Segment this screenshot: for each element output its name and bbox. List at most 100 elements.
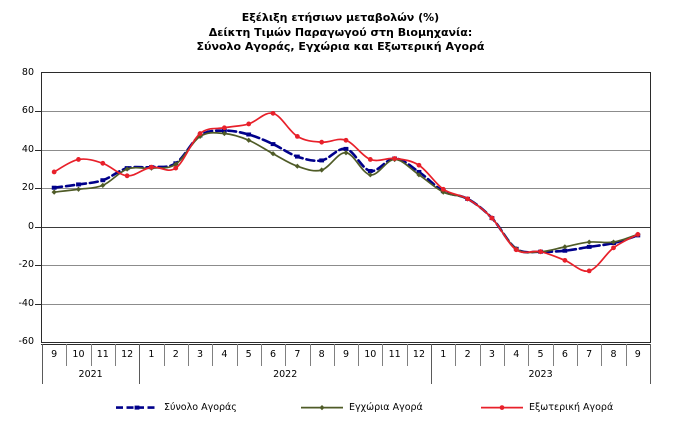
data-point-marker [562, 248, 568, 253]
x-band [212, 344, 236, 366]
series-lines [51, 110, 641, 274]
x-tick-label-3: 3 [197, 349, 204, 360]
x-band [601, 344, 625, 366]
y-tick-label--60: -60 [18, 336, 34, 347]
x-band [552, 344, 577, 366]
year-label-2021: 2021 [78, 369, 103, 380]
data-point-marker [440, 189, 446, 195]
x-band [66, 344, 90, 366]
y-tick-label--20: -20 [18, 259, 34, 271]
x-tick-label-7: 7 [294, 349, 301, 360]
data-point-marker [416, 172, 422, 178]
x-tick-label-5: 5 [537, 349, 544, 360]
x-tick-label-4: 4 [513, 349, 520, 360]
legend-item-total[interactable]: Σύνολο Αγοράς [115, 398, 237, 416]
chart-title-line-3: Σύνολο Αγοράς, Εγχώρια και Εξωτερική Αγο… [196, 40, 485, 54]
x-tick-label-1: 1 [148, 349, 155, 360]
data-point-marker [586, 268, 592, 274]
data-point-marker [222, 128, 227, 133]
data-point-marker [173, 165, 179, 171]
data-point-marker [343, 150, 349, 156]
data-point-marker [51, 169, 57, 175]
data-point-marker [197, 131, 203, 136]
x-tick-label-12: 12 [121, 349, 134, 360]
x-tick-label-6: 6 [561, 349, 568, 360]
gridline--20 [42, 265, 650, 266]
chart-title-line-2: Δείκτη Τιμών Παραγωγού στη Βιομηχανία: [208, 25, 473, 39]
gridline-60 [42, 111, 650, 112]
data-point-marker [51, 189, 57, 195]
data-point-marker [319, 167, 325, 173]
data-point-marker [562, 244, 568, 250]
data-point-marker [294, 134, 300, 139]
year-label-2022: 2022 [273, 369, 298, 380]
legend-item-domestic[interactable]: Εγχώρια Αγορά [300, 398, 423, 416]
x-axis-rule [41, 344, 651, 345]
x-band [625, 344, 650, 366]
x-tick-label-6: 6 [270, 349, 277, 360]
legend-item-external[interactable]: Εξωτερική Αγορά [480, 398, 613, 416]
y-tick-label-40: 40 [21, 143, 34, 155]
y-tick-label-80: 80 [21, 67, 34, 78]
x-band [358, 344, 382, 366]
chart-title-line-1: Εξέλιξη ετήσιων μεταβολών (%) [241, 11, 440, 24]
data-point-marker [586, 239, 592, 245]
x-band [406, 344, 431, 366]
year-separator-end [650, 344, 651, 384]
y-tick-mark--40 [35, 304, 41, 305]
x-band [114, 344, 139, 366]
dashed-line-marker-icon [115, 402, 159, 413]
y-tick-label-20: 20 [21, 182, 34, 194]
x-band [333, 344, 358, 366]
series-line [53, 112, 639, 273]
data-point-marker [270, 142, 276, 147]
x-tick-label-9: 9 [634, 349, 641, 360]
data-point-marker [538, 249, 543, 255]
y-tick-mark--20 [35, 265, 41, 266]
data-point-marker [367, 157, 373, 162]
y-tick-label-0: 0 [27, 220, 34, 232]
year-separator [431, 344, 433, 384]
x-band [455, 344, 479, 366]
data-point-marker [51, 185, 57, 190]
x-tick-label-11: 11 [388, 349, 401, 360]
gridline-20 [42, 188, 650, 189]
x-tick-label-2: 2 [464, 349, 471, 360]
x-tick-label-2: 2 [172, 349, 179, 360]
zero-line [42, 227, 650, 228]
x-tick-label-7: 7 [586, 349, 593, 360]
chart-title: Εξέλιξη ετήσιων μεταβολών (%) Δείκτη Τιμ… [0, 11, 681, 55]
data-point-marker [319, 158, 325, 163]
x-band [285, 344, 309, 366]
x-band [187, 344, 212, 366]
data-point-marker [100, 182, 106, 189]
y-tick-label--40: -40 [18, 297, 34, 309]
x-tick-label-10: 10 [72, 349, 85, 360]
solid-line-marker-icon [480, 402, 524, 413]
data-point-marker [392, 156, 398, 161]
x-band [90, 344, 115, 366]
chart-legend: Σύνολο Αγοράς Εγχώρια Αγορά Εξωτερική Αγορ… [0, 398, 681, 418]
y-tick-mark-0 [35, 227, 41, 228]
x-band [504, 344, 528, 366]
x-tick-label-8: 8 [610, 349, 617, 360]
data-point-marker [294, 154, 300, 159]
year-separator [139, 344, 141, 384]
data-point-marker [562, 257, 568, 263]
x-tick-label-3: 3 [488, 349, 495, 360]
data-point-marker [149, 164, 154, 170]
data-point-marker [610, 239, 617, 245]
year-label-2023: 2023 [528, 369, 553, 380]
x-tick-label-9: 9 [342, 349, 349, 360]
data-point-marker [611, 245, 616, 251]
data-point-marker [76, 157, 81, 162]
data-point-marker [246, 137, 252, 143]
x-tick-label-5: 5 [245, 349, 252, 360]
data-point-marker [76, 182, 81, 187]
x-band [577, 344, 601, 366]
x-band [163, 344, 188, 366]
x-band [309, 344, 334, 366]
x-band [260, 344, 285, 366]
data-point-marker [635, 232, 641, 237]
